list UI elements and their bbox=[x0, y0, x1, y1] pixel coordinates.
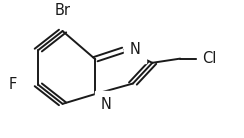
Text: F: F bbox=[8, 77, 16, 92]
Text: Cl: Cl bbox=[202, 51, 216, 66]
Text: N: N bbox=[129, 42, 140, 57]
Text: Br: Br bbox=[55, 3, 71, 18]
Text: N: N bbox=[100, 97, 111, 112]
